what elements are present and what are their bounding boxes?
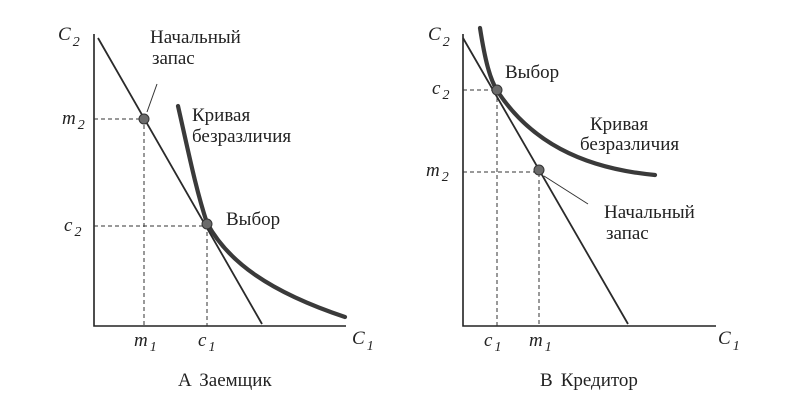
guide-endowment-b [463, 171, 540, 326]
budget-line-a [97, 37, 263, 325]
endowment-pointer-a [146, 83, 158, 113]
endowment-label-a-line1: Начальный [150, 27, 241, 48]
choice-label-b: Выбор [505, 62, 559, 83]
endowment-label-b-line1: Начальный [604, 202, 695, 223]
caption-a: А Заемщик [178, 370, 272, 391]
choice-label-a: Выбор [226, 209, 280, 230]
curve-label-b-line2: безразличия [580, 134, 679, 155]
axes-a [93, 34, 346, 327]
curve-label-b-line1: Кривая [590, 114, 648, 135]
endowment-pointer-b [543, 175, 589, 205]
endowment-label-a-line2: запас [152, 48, 195, 69]
endowment-point-a [138, 113, 150, 125]
caption-b: В Кредитор [540, 370, 638, 391]
curve-label-a-line1: Кривая [192, 105, 250, 126]
curve-label-a-line2: безразличия [192, 126, 291, 147]
guide-choice-b [463, 89, 498, 326]
guide-endowment-a [94, 118, 145, 326]
endowment-point-b [533, 164, 545, 176]
budget-line-b [462, 37, 629, 325]
indifference-curve-b [477, 25, 658, 178]
choice-point-b [491, 84, 503, 96]
guide-choice-a [94, 225, 208, 326]
endowment-label-b-line2: запас [606, 223, 649, 244]
choice-point-a [201, 218, 213, 230]
axes-b [462, 34, 716, 327]
